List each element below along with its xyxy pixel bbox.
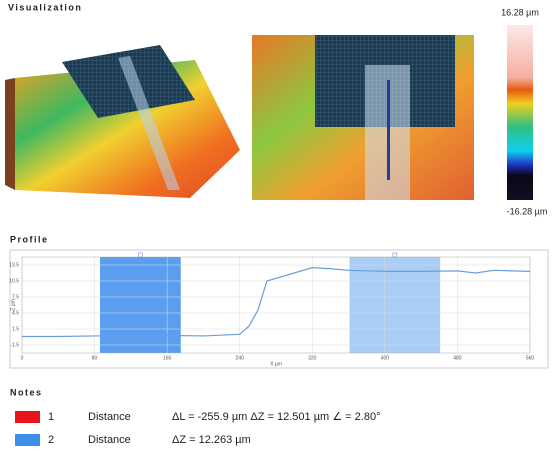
color-scale bbox=[507, 25, 533, 200]
section-title: Visualization bbox=[8, 2, 82, 12]
chart-frame bbox=[9, 249, 549, 369]
x-tick-label: 560 bbox=[526, 355, 535, 361]
right-view bbox=[252, 35, 474, 200]
x-tick-label: 320 bbox=[308, 355, 317, 361]
color-swatch bbox=[15, 434, 40, 446]
scale-max: 16.28 µm bbox=[501, 7, 539, 17]
y-tick-label: 10.5 bbox=[9, 278, 19, 284]
measure-region bbox=[349, 257, 441, 353]
section-title: Notes bbox=[10, 387, 43, 397]
y-tick-label: -1.5 bbox=[10, 342, 19, 348]
note-type: Distance bbox=[88, 434, 131, 446]
measure-region bbox=[100, 257, 181, 353]
note-value: ΔZ = 12.263 µm bbox=[172, 434, 251, 446]
note-value: ΔL = -255.9 µm ΔZ = 12.501 µm ∠ = 2.80° bbox=[172, 411, 380, 423]
x-tick-label: 160 bbox=[163, 355, 172, 361]
note-id: 2 bbox=[48, 434, 54, 446]
note-type: Distance bbox=[88, 411, 131, 423]
x-tick-label: 400 bbox=[381, 355, 390, 361]
profile-chart: -1.5 1.5 4.5 7.5 10.5 13.5 0 80 160 240 320 400 480 5… bbox=[9, 252, 535, 367]
region-handle bbox=[138, 252, 143, 258]
region-handle bbox=[392, 252, 398, 258]
y-tick-label: 13.5 bbox=[9, 262, 19, 268]
scale-min: -16.28 µm bbox=[507, 206, 548, 216]
x-tick-label: 480 bbox=[453, 355, 462, 361]
profile-line bbox=[22, 267, 531, 338]
y-axis-label: Z µm bbox=[10, 299, 16, 311]
y-tick-label: 7.5 bbox=[12, 294, 19, 300]
left-view bbox=[5, 45, 240, 198]
y-tick-label: 1.5 bbox=[12, 326, 19, 332]
section-title: Profile bbox=[10, 234, 49, 244]
x-tick-label: 80 bbox=[92, 355, 98, 361]
y-tick-label: 4.5 bbox=[12, 310, 19, 316]
color-swatch bbox=[15, 411, 40, 423]
x-tick-label: 0 bbox=[21, 355, 24, 361]
plot-border bbox=[21, 256, 531, 354]
note-id: 1 bbox=[48, 411, 54, 423]
notes-list: 1 Distance ΔL = -255.9 µm ΔZ = 12.501 µm ∠… bbox=[15, 411, 380, 446]
x-axis-label: X µm bbox=[270, 361, 282, 367]
x-tick-label: 240 bbox=[236, 355, 245, 361]
